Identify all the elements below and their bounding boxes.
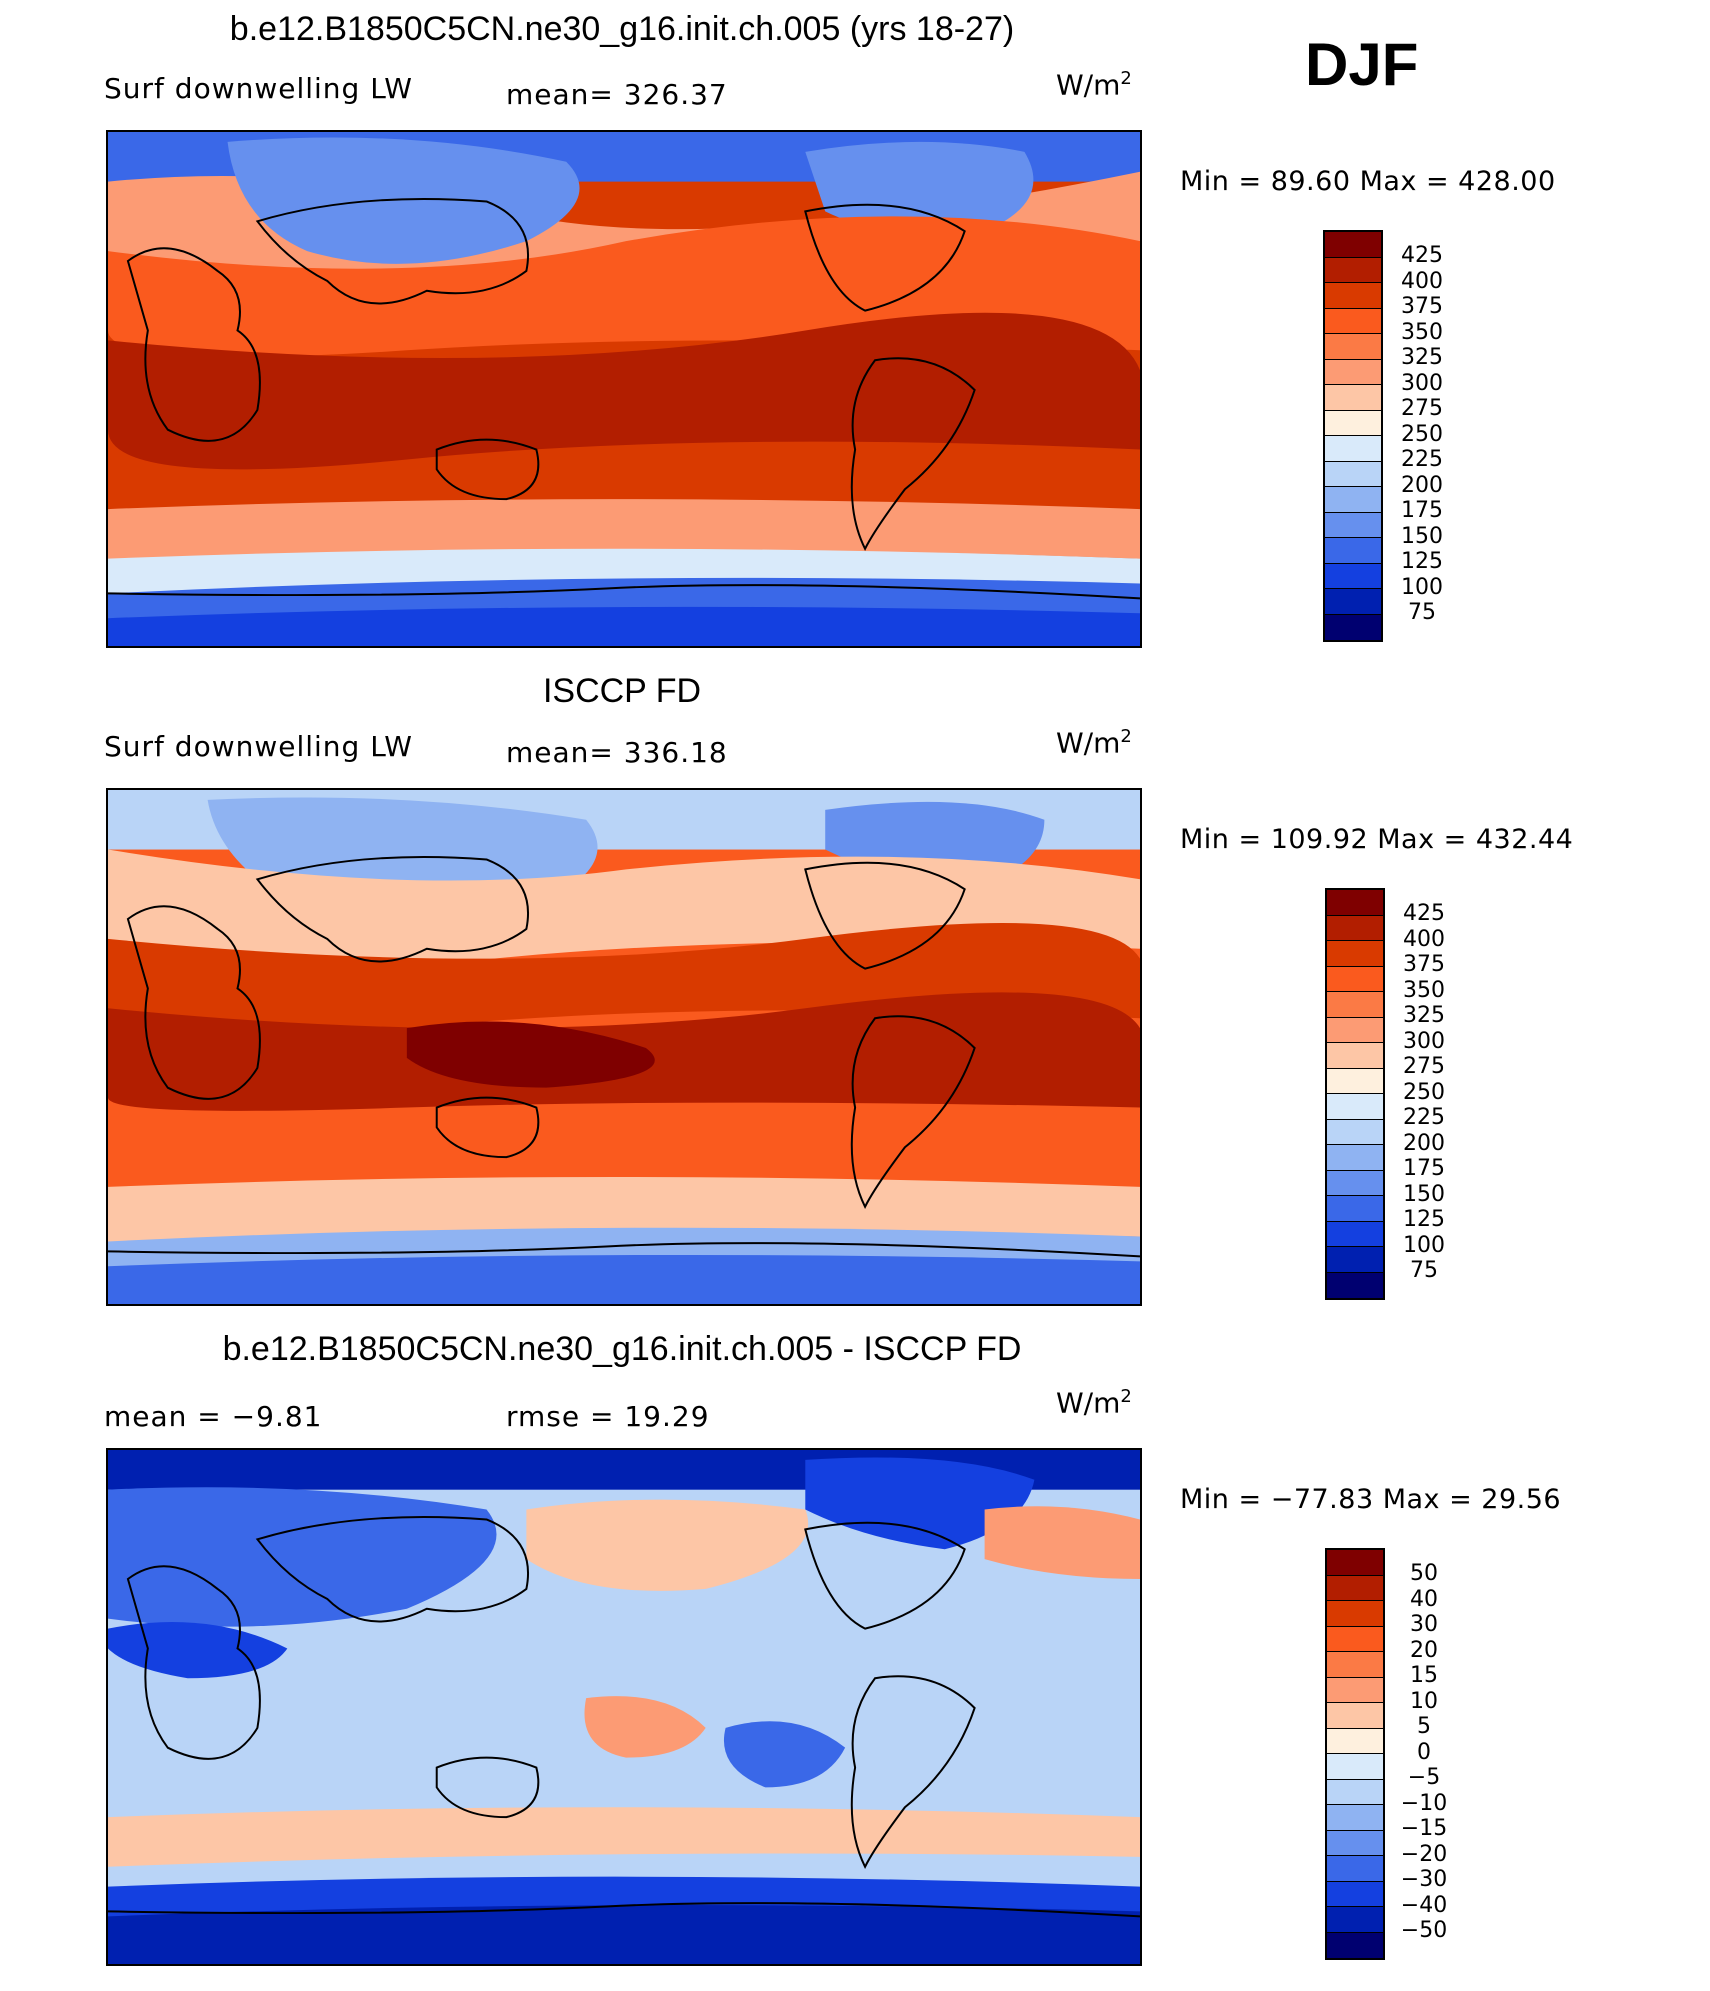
cbar-label: 125 xyxy=(1401,549,1443,574)
cbar-label: 325 xyxy=(1403,1003,1445,1028)
cbar-label: −10 xyxy=(1400,1790,1448,1816)
cbar-label: 425 xyxy=(1403,901,1445,926)
panel-3-minmax: Min = −77.83 Max = 29.56 xyxy=(1180,1484,1562,1515)
panel-3-map xyxy=(106,1448,1142,1966)
panel-2-colorbar-labels: 425 400 375 350 325 300 275 250 225 200 175 150 125 1… xyxy=(1394,901,1454,1284)
panel-2-units: W/m2 xyxy=(1056,726,1132,760)
panel-1-units: W/m2 xyxy=(1056,68,1132,102)
cbar-label: 200 xyxy=(1401,472,1443,498)
cbar-label: 375 xyxy=(1401,294,1443,319)
cbar-label: 250 xyxy=(1403,1079,1445,1105)
cbar-label: 75 xyxy=(1410,1258,1438,1283)
cbar-label: 175 xyxy=(1403,1156,1445,1181)
cbar-label: −15 xyxy=(1400,1816,1448,1841)
cbar-label: −50 xyxy=(1400,1918,1448,1943)
cbar-label: 425 xyxy=(1401,243,1443,268)
cbar-label: 250 xyxy=(1401,421,1443,447)
cbar-label: −40 xyxy=(1400,1892,1448,1918)
cbar-label: 75 xyxy=(1408,600,1436,625)
cbar-label: 400 xyxy=(1401,268,1443,294)
cbar-label: 100 xyxy=(1403,1232,1445,1258)
cbar-label: 375 xyxy=(1403,952,1445,977)
panel-3-mean-label: mean = −9.81 xyxy=(104,1400,323,1433)
cbar-label: −5 xyxy=(1407,1765,1441,1790)
panel-2-map-svg xyxy=(108,790,1140,1304)
panel-1-map-svg xyxy=(108,132,1140,646)
panel-3-map-svg xyxy=(108,1450,1140,1964)
panel-2-colorbar xyxy=(1325,888,1385,1300)
cbar-label: 225 xyxy=(1403,1105,1445,1130)
cbar-label: 0 xyxy=(1417,1739,1431,1765)
panel-3-units: W/m2 xyxy=(1056,1386,1132,1420)
cbar-label: 10 xyxy=(1410,1688,1438,1714)
panel-1-colorbar-labels: 425 400 375 350 325 300 275 250 225 200 175 150 125 1… xyxy=(1392,243,1452,626)
panel-1-title: b.e12.B1850C5CN.ne30_g16.init.ch.005 (yr… xyxy=(229,10,1015,48)
cbar-label: 150 xyxy=(1403,1181,1445,1207)
panel-2-mean-label: mean= 336.18 xyxy=(506,736,728,769)
cbar-label: −20 xyxy=(1400,1841,1448,1867)
panel-2-title: ISCCP FD xyxy=(542,672,702,710)
cbar-label: 325 xyxy=(1401,345,1443,370)
panel-3-title: b.e12.B1850C5CN.ne30_g16.init.ch.005 - I… xyxy=(222,1330,1022,1368)
cbar-label: 175 xyxy=(1401,498,1443,523)
season-label: DJF xyxy=(1305,31,1419,98)
cbar-label: 100 xyxy=(1401,574,1443,600)
cbar-label: 200 xyxy=(1403,1130,1445,1156)
cbar-label: 125 xyxy=(1403,1207,1445,1232)
cbar-label: 275 xyxy=(1401,396,1443,421)
cbar-label: 5 xyxy=(1417,1714,1431,1739)
cbar-label: 350 xyxy=(1401,319,1443,345)
panel-2-variable-label: Surf downwelling LW xyxy=(104,730,413,763)
panel-3-rmse-label: rmse = 19.29 xyxy=(506,1400,710,1433)
panel-3-colorbar xyxy=(1325,1548,1385,1960)
panel-1-colorbar xyxy=(1323,230,1383,642)
panel-1-map xyxy=(106,130,1142,648)
cbar-label: 225 xyxy=(1401,447,1443,472)
cbar-label: 15 xyxy=(1410,1663,1438,1688)
cbar-label: 300 xyxy=(1401,370,1443,396)
panel-2-minmax: Min = 109.92 Max = 432.44 xyxy=(1180,824,1574,855)
cbar-label: 20 xyxy=(1410,1637,1438,1663)
panel-2-map xyxy=(106,788,1142,1306)
cbar-label: −30 xyxy=(1400,1867,1448,1892)
cbar-label: 40 xyxy=(1410,1586,1438,1612)
cbar-label: 150 xyxy=(1401,523,1443,549)
panel-1-minmax: Min = 89.60 Max = 428.00 xyxy=(1180,166,1556,197)
cbar-label: 30 xyxy=(1410,1612,1438,1637)
panel-3-colorbar-labels: 50 40 30 20 15 10 5 0 −5 −10 −15 −20 −30 −40 −50 xyxy=(1394,1561,1454,1944)
cbar-label: 400 xyxy=(1403,926,1445,952)
cbar-label: 50 xyxy=(1410,1561,1438,1586)
panel-1-variable-label: Surf downwelling LW xyxy=(104,72,413,105)
cbar-label: 350 xyxy=(1403,977,1445,1003)
cbar-label: 275 xyxy=(1403,1054,1445,1079)
cbar-label: 300 xyxy=(1403,1028,1445,1054)
panel-1-mean-label: mean= 326.37 xyxy=(506,78,728,111)
